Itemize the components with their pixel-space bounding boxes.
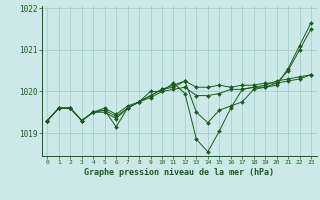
X-axis label: Graphe pression niveau de la mer (hPa): Graphe pression niveau de la mer (hPa) xyxy=(84,168,274,177)
